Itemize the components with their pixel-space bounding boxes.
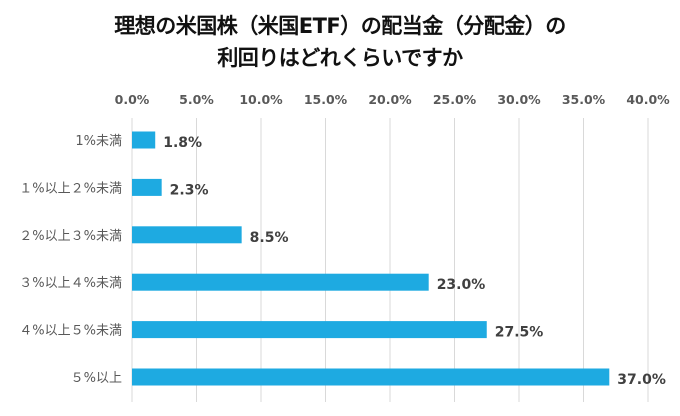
x-tick-label: 30.0% bbox=[497, 92, 541, 107]
category-label: １%以上２%未満 bbox=[19, 181, 122, 196]
bar bbox=[132, 131, 156, 149]
data-label: 23.0% bbox=[437, 277, 486, 293]
x-tick-label: 25.0% bbox=[433, 92, 477, 107]
category-label: ３%以上４%未満 bbox=[19, 276, 122, 291]
x-tick-label: 0.0% bbox=[115, 92, 150, 107]
x-tick-label: 20.0% bbox=[368, 92, 412, 107]
bar bbox=[132, 178, 162, 196]
data-label: 37.0% bbox=[617, 372, 666, 388]
data-label: 2.3% bbox=[170, 182, 209, 198]
data-label: 27.5% bbox=[495, 325, 544, 341]
chart-title-line-2: 利回りはどれくらいですか bbox=[217, 46, 463, 70]
x-tick-label: 10.0% bbox=[239, 92, 283, 107]
bar bbox=[132, 226, 242, 244]
bar bbox=[132, 368, 610, 386]
data-label: 8.5% bbox=[250, 230, 289, 246]
category-label: ４%以上５%未満 bbox=[19, 324, 122, 339]
x-tick-label: 40.0% bbox=[626, 92, 670, 107]
category-label: 1%未満 bbox=[75, 134, 122, 149]
x-tick-label: 5.0% bbox=[179, 92, 214, 107]
category-label: ２%以上３%未満 bbox=[19, 229, 122, 244]
x-tick-label: 15.0% bbox=[304, 92, 348, 107]
x-tick-label: 35.0% bbox=[562, 92, 606, 107]
data-label: 1.8% bbox=[163, 135, 202, 151]
bar bbox=[132, 321, 487, 339]
bar bbox=[132, 273, 429, 291]
chart-title-line-1: 理想の米国株（米国ETF）の配当金（分配金）の bbox=[114, 14, 566, 38]
category-label: ５%以上 bbox=[71, 371, 122, 386]
